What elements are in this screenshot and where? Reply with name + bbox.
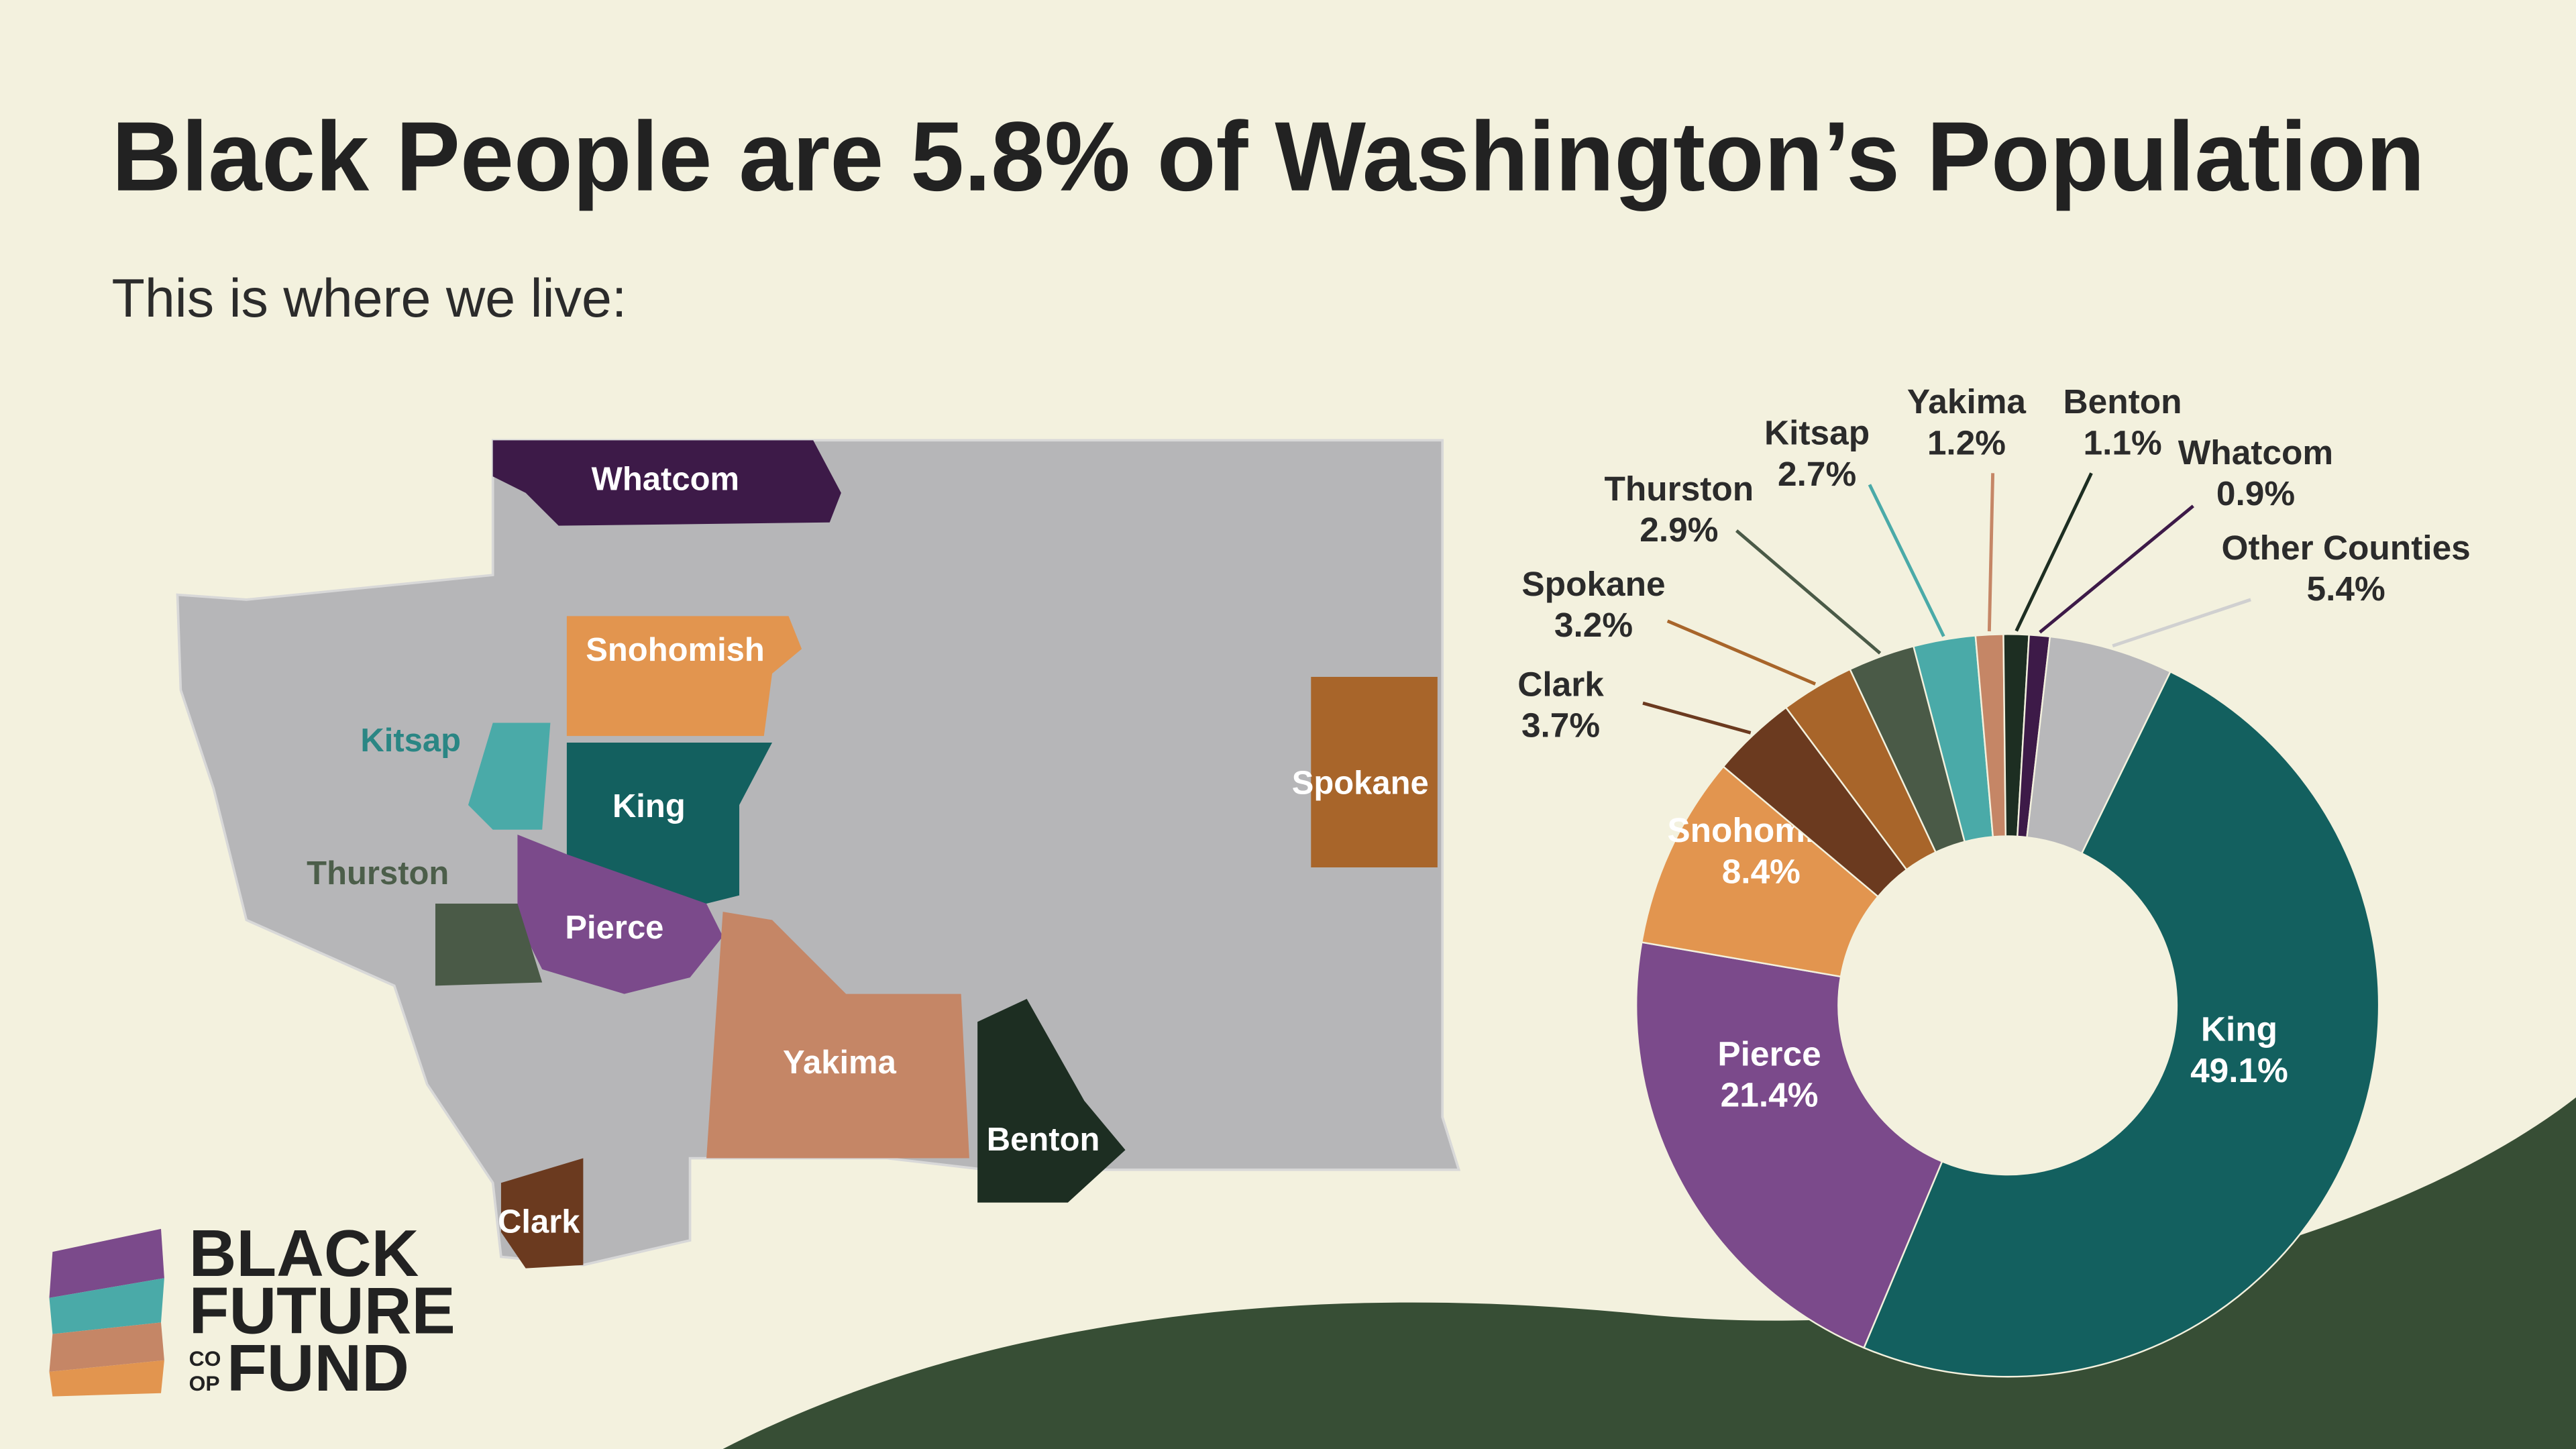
logo-text: CO — [189, 1346, 221, 1371]
map-label: Thurston — [307, 855, 449, 892]
logo-stripe — [49, 1360, 164, 1397]
logo-stripe — [49, 1228, 164, 1298]
leader-line — [1666, 619, 1817, 686]
subtitle: This is where we live: — [112, 268, 627, 329]
logo-stripe — [49, 1278, 164, 1334]
slice-value: 0.9% — [2216, 474, 2295, 513]
county — [492, 440, 841, 526]
leader-line — [2112, 598, 2251, 648]
slice-value: 3.2% — [1554, 605, 1633, 644]
slice-value: 21.4% — [1721, 1075, 1819, 1114]
county — [517, 835, 723, 994]
slice-category: King — [2201, 1010, 2277, 1049]
slice-category: Yakima — [1907, 382, 2027, 421]
slice-value: 2.9% — [1640, 510, 1718, 549]
slice-category: Clark — [1517, 664, 1604, 703]
leader-line — [1868, 484, 1945, 637]
map-label: Whatcom — [592, 461, 739, 497]
county — [468, 722, 551, 830]
slice-category: Whatcom — [2178, 433, 2333, 472]
leader-line — [1642, 701, 1752, 735]
logo-stripe — [49, 1322, 164, 1372]
map-label: Benton — [987, 1122, 1100, 1158]
county — [1311, 676, 1438, 868]
slice-category: Thurston — [1604, 469, 1754, 508]
map-label: Snohomish — [586, 632, 765, 668]
map-label: Clark — [498, 1203, 580, 1240]
title: Black People are 5.8% of Washington’s Po… — [112, 102, 2425, 212]
logo-text: FUTURE — [189, 1274, 455, 1348]
county — [566, 616, 802, 737]
donut-slice — [1635, 941, 1943, 1349]
county — [500, 1158, 584, 1269]
slice-category: Other Counties — [2221, 528, 2470, 567]
donut-slice — [2026, 635, 2171, 855]
slice-value: 5.4% — [2307, 569, 2385, 608]
county — [566, 742, 773, 904]
county — [706, 912, 969, 1159]
slice-category: Benton — [2063, 382, 2182, 421]
slice-value: 3.7% — [1521, 705, 1600, 744]
map-label: Yakima — [783, 1044, 897, 1081]
logo-text: OP — [189, 1371, 220, 1395]
slice-value: 2.7% — [1778, 454, 1856, 493]
map-label: Spokane — [1292, 765, 1429, 802]
slice-value: 1.2% — [1927, 423, 2006, 462]
slice-value: 8.4% — [1722, 851, 1801, 890]
logo: BLACK FUTURE CO OP FUND — [49, 1216, 455, 1405]
leader-line — [2015, 472, 2093, 632]
slice-category: Pierce — [1717, 1034, 1821, 1073]
map-label: King — [612, 788, 686, 824]
slice-category: Spokane — [1521, 564, 1665, 603]
logo-text: BLACK — [189, 1216, 419, 1290]
leader-line — [1987, 473, 1995, 632]
map-label: Kitsap — [360, 722, 461, 759]
donut-slice — [1862, 670, 2380, 1378]
county — [435, 903, 543, 986]
county — [977, 998, 1126, 1203]
slice-value: 1.1% — [2083, 423, 2161, 462]
map-label: Pierce — [565, 910, 663, 946]
slice-category: Kitsap — [1764, 413, 1870, 452]
leader-line — [2039, 504, 2194, 634]
logo-text: FUND — [227, 1331, 409, 1405]
slice-value: 49.1% — [2190, 1051, 2288, 1089]
leader-line — [1735, 529, 1882, 655]
map: Whatcom Snohomish Kitsap King Thurston P… — [176, 439, 1461, 1269]
